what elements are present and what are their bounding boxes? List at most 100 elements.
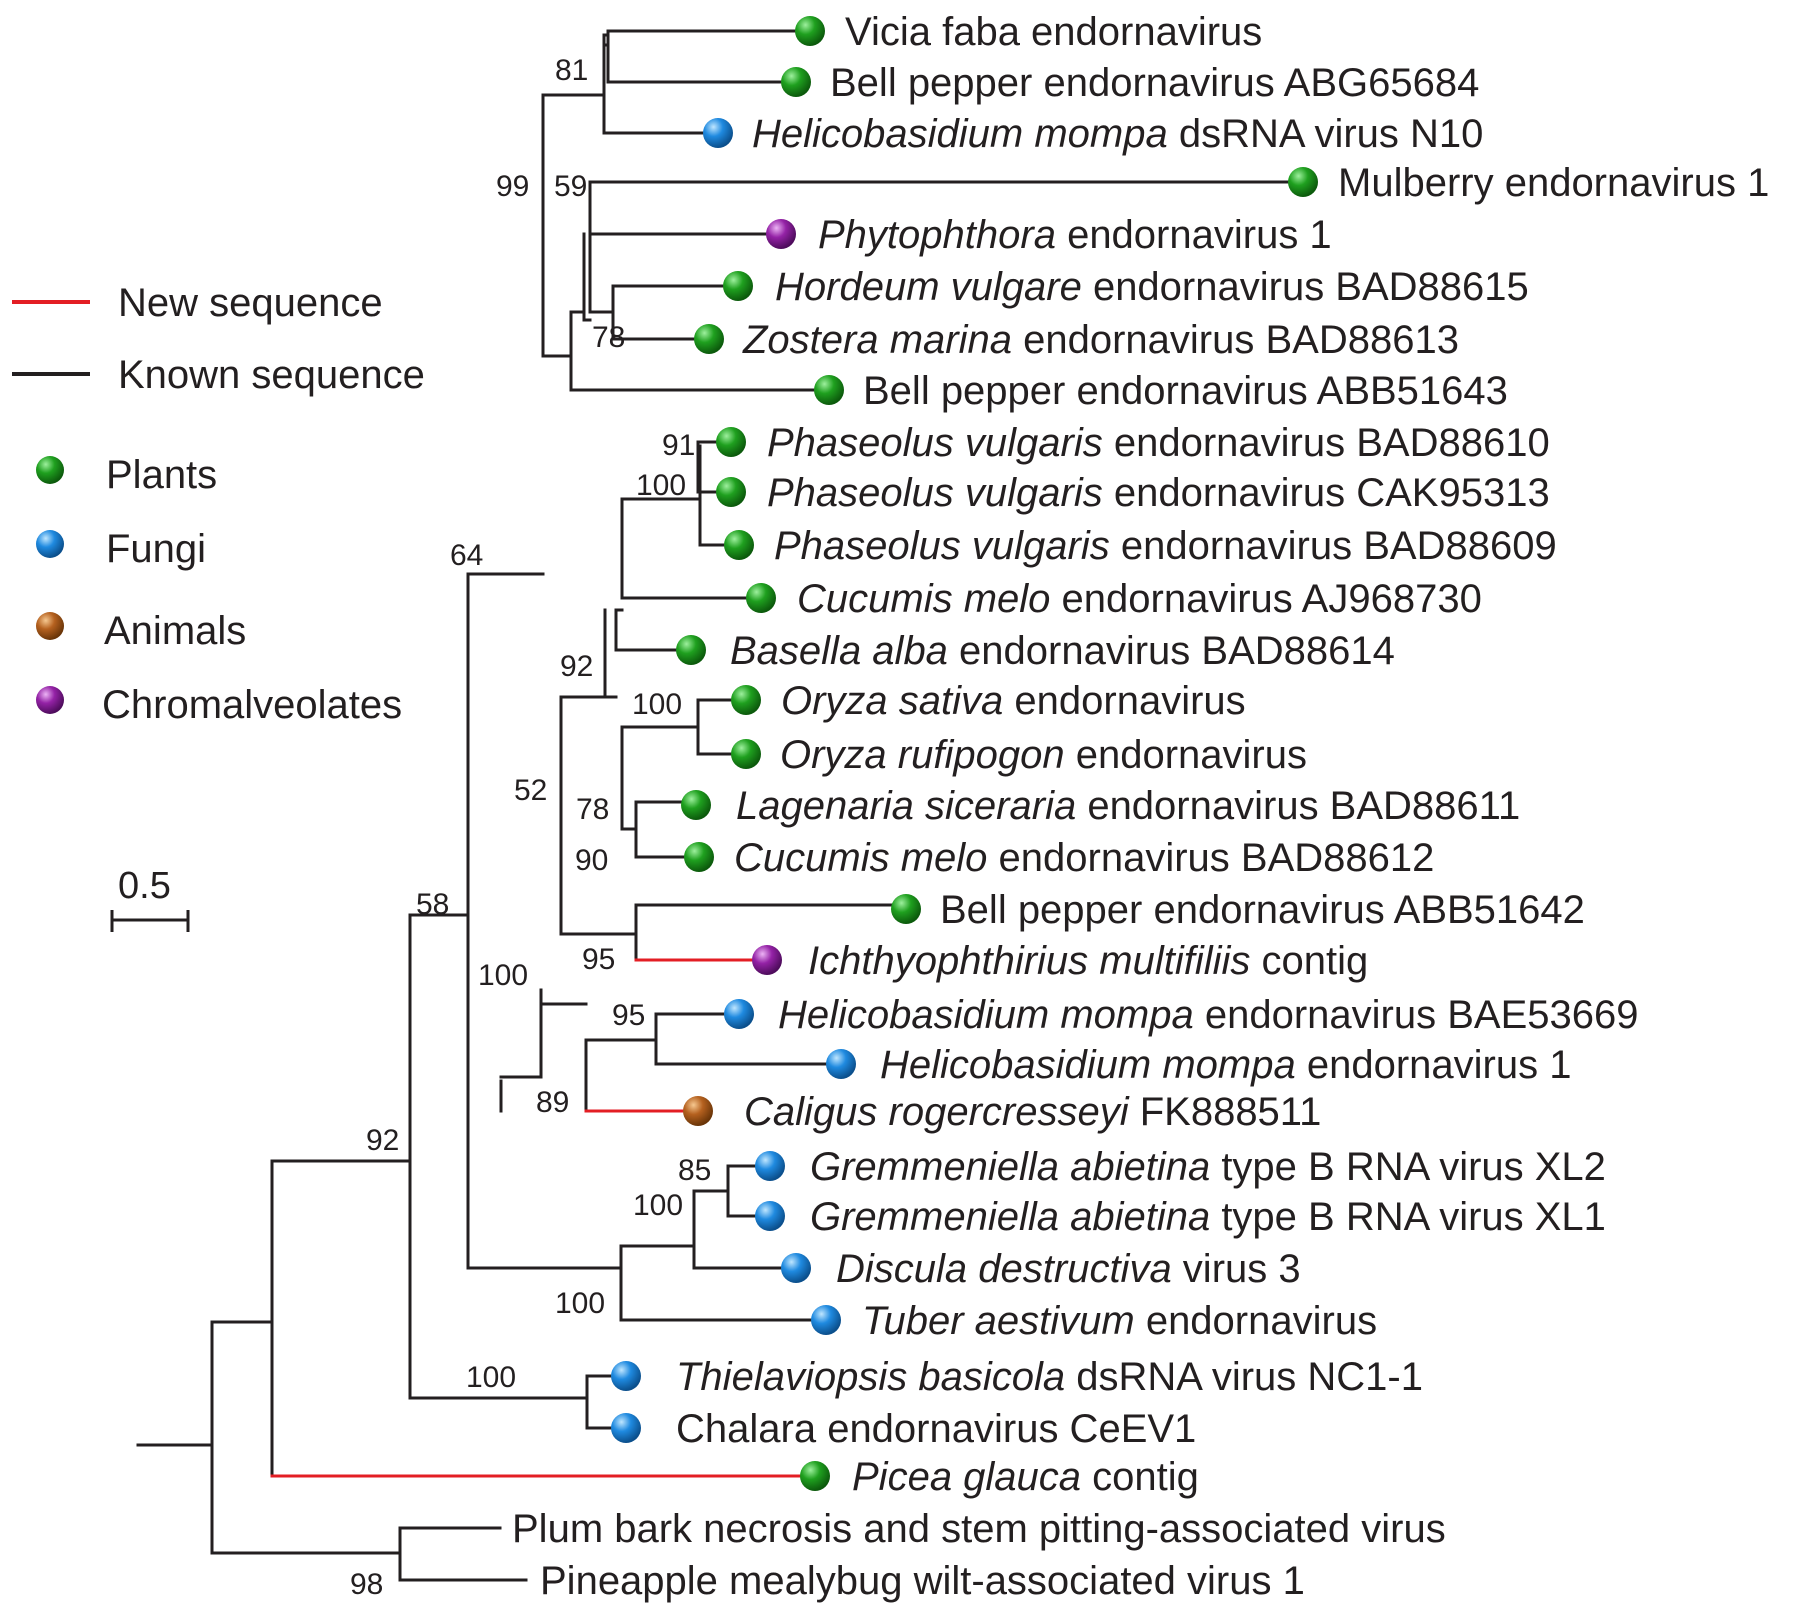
taxon-label-italic: Picea glauca bbox=[852, 1455, 1081, 1499]
taxon-label-rest: Mulberry endornavirus 1 bbox=[1338, 161, 1769, 205]
bootstrap-label: 64 bbox=[450, 539, 483, 572]
fungi-host-icon bbox=[703, 118, 733, 148]
legend: New sequence Known sequence Plants Fungi… bbox=[12, 281, 425, 727]
fungi-host-icon bbox=[755, 1151, 785, 1181]
taxon-label-rest: endornavirus BAD88611 bbox=[1076, 784, 1520, 828]
fungi-host-icon bbox=[724, 999, 754, 1029]
bootstrap-label: 78 bbox=[592, 321, 625, 354]
chromalveolates-host-icon bbox=[766, 219, 796, 249]
bootstrap-label: 59 bbox=[554, 170, 587, 203]
taxon-label: Basella alba endornavirus BAD88614 bbox=[730, 629, 1395, 673]
taxon-label: Cucumis melo endornavirus BAD88612 bbox=[734, 836, 1434, 880]
taxon-label: Tuber aestivum endornavirus bbox=[862, 1299, 1377, 1343]
taxon-label-italic: Basella alba bbox=[730, 629, 948, 673]
bootstrap-label: 85 bbox=[678, 1154, 711, 1187]
taxon-label-italic: Caligus rogercresseyi bbox=[744, 1090, 1130, 1134]
taxon-label-italic: Phaseolus vulgaris bbox=[767, 471, 1103, 515]
taxon-label: Pineapple mealybug wilt-associated virus… bbox=[540, 1559, 1305, 1603]
bootstrap-label: 100 bbox=[466, 1361, 516, 1394]
taxon-label: Helicobasidium mompa dsRNA virus N10 bbox=[752, 112, 1483, 156]
legend-animals-icon bbox=[36, 612, 64, 640]
legend-animals-label: Animals bbox=[104, 609, 246, 653]
bootstrap-label: 95 bbox=[612, 999, 645, 1032]
taxon-label-rest: dsRNA virus NC1-1 bbox=[1065, 1355, 1423, 1399]
taxon-label-rest: contig bbox=[1250, 939, 1368, 983]
taxon-label-italic: Hordeum vulgare bbox=[775, 265, 1082, 309]
taxon-label-rest: dsRNA virus N10 bbox=[1168, 112, 1484, 156]
taxon-label: Bell pepper endornavirus ABB51643 bbox=[863, 369, 1508, 413]
taxon-label-rest: Vicia faba endornavirus bbox=[845, 10, 1262, 54]
plants-host-icon bbox=[814, 375, 844, 405]
taxon-label-rest: type B RNA virus XL2 bbox=[1210, 1145, 1606, 1189]
plants-host-icon bbox=[716, 477, 746, 507]
taxon-label-rest: endornavirus 1 bbox=[1296, 1043, 1572, 1087]
fungi-host-icon bbox=[611, 1361, 641, 1391]
taxon-label-italic: Lagenaria siceraria bbox=[736, 784, 1076, 828]
taxon-label: Cucumis melo endornavirus AJ968730 bbox=[797, 577, 1482, 621]
taxon-label: Picea glauca contig bbox=[852, 1455, 1199, 1499]
taxon-label: Mulberry endornavirus 1 bbox=[1338, 161, 1769, 205]
bootstrap-label: 81 bbox=[555, 54, 588, 87]
taxon-label-italic: Thielaviopsis basicola bbox=[676, 1355, 1065, 1399]
fungi-host-icon bbox=[611, 1413, 641, 1443]
taxon-label-italic: Helicobasidium mompa bbox=[880, 1043, 1296, 1087]
taxon-label: Lagenaria siceraria endornavirus BAD8861… bbox=[736, 784, 1520, 828]
fungi-host-icon bbox=[826, 1049, 856, 1079]
scale-bar: 0.5 bbox=[110, 865, 190, 932]
bootstrap-label: 99 bbox=[496, 170, 529, 203]
taxon-label: Oryza sativa endornavirus bbox=[781, 679, 1246, 723]
plants-host-icon bbox=[891, 894, 921, 924]
taxon-label-italic: Oryza sativa bbox=[781, 679, 1003, 723]
plants-host-icon bbox=[800, 1461, 830, 1491]
bootstrap-label: 92 bbox=[560, 650, 593, 683]
taxon-label-rest: endornavirus bbox=[1003, 679, 1245, 723]
taxon-label-rest: endornavirus BAD88610 bbox=[1103, 421, 1550, 465]
taxon-label-rest: endornavirus BAD88615 bbox=[1082, 265, 1529, 309]
taxon-label-rest: endornavirus BAE53669 bbox=[1194, 993, 1639, 1037]
plants-host-icon bbox=[724, 530, 754, 560]
fungi-host-icon bbox=[811, 1305, 841, 1335]
legend-plants-label: Plants bbox=[106, 453, 217, 497]
taxon-label: Ichthyophthirius multifiliis contig bbox=[808, 939, 1368, 983]
taxon-label-rest: Pineapple mealybug wilt-associated virus… bbox=[540, 1559, 1305, 1603]
taxon-label: Helicobasidium mompa endornavirus BAE536… bbox=[778, 993, 1638, 1037]
bootstrap-label: 90 bbox=[575, 844, 608, 877]
taxon-label-rest: Chalara endornavirus CeEV1 bbox=[676, 1407, 1196, 1451]
plants-host-icon bbox=[1288, 167, 1318, 197]
animals-host-icon bbox=[683, 1096, 713, 1126]
taxon-label: Gremmeniella abietina type B RNA virus X… bbox=[810, 1195, 1606, 1239]
taxon-label-rest: endornavirus AJ968730 bbox=[1050, 577, 1481, 621]
bootstrap-label: 91 bbox=[662, 429, 695, 462]
plants-host-icon bbox=[781, 67, 811, 97]
bootstrap-label: 78 bbox=[576, 793, 609, 826]
taxon-label-rest: endornavirus BAD88609 bbox=[1110, 524, 1557, 568]
taxon-label-italic: Ichthyophthirius multifiliis bbox=[808, 939, 1250, 983]
taxon-label-rest: endornavirus bbox=[1135, 1299, 1377, 1343]
taxon-label-rest: endornavirus 1 bbox=[1056, 213, 1332, 257]
taxa-labels: Vicia faba endornavirus Bell pepper endor… bbox=[512, 10, 1769, 1603]
taxon-label: Oryza rufipogon endornavirus bbox=[780, 733, 1307, 777]
taxon-label: Thielaviopsis basicola dsRNA virus NC1-1 bbox=[676, 1355, 1423, 1399]
bootstrap-label: 95 bbox=[582, 943, 615, 976]
plants-host-icon bbox=[795, 16, 825, 46]
taxon-label-rest: type B RNA virus XL1 bbox=[1210, 1195, 1606, 1239]
taxon-label-rest: endornavirus bbox=[1065, 733, 1307, 777]
taxon-label: Hordeum vulgare endornavirus BAD88615 bbox=[775, 265, 1529, 309]
taxon-label: Chalara endornavirus CeEV1 bbox=[676, 1407, 1196, 1451]
fungi-host-icon bbox=[755, 1201, 785, 1231]
legend-fungi-label: Fungi bbox=[106, 527, 206, 571]
legend-plants-icon bbox=[36, 456, 64, 484]
taxon-label: Bell pepper endornavirus ABG65684 bbox=[830, 61, 1479, 105]
taxon-label-rest: endornavirus CAK95313 bbox=[1103, 471, 1550, 515]
plants-host-icon bbox=[681, 790, 711, 820]
taxon-label: Phaseolus vulgaris endornavirus BAD88610 bbox=[767, 421, 1550, 465]
taxon-label: Plum bark necrosis and stem pitting-asso… bbox=[512, 1507, 1446, 1551]
bootstrap-label: 100 bbox=[632, 688, 682, 721]
taxon-label-italic: Phytophthora bbox=[818, 213, 1056, 257]
taxon-label-rest: Bell pepper endornavirus ABG65684 bbox=[830, 61, 1479, 105]
taxon-label-rest: Plum bark necrosis and stem pitting-asso… bbox=[512, 1507, 1446, 1551]
taxon-label-rest: endornavirus BAD88614 bbox=[948, 629, 1395, 673]
taxon-label-italic: Discula destructiva bbox=[836, 1247, 1172, 1291]
legend-known-sequence-label: Known sequence bbox=[118, 353, 425, 397]
